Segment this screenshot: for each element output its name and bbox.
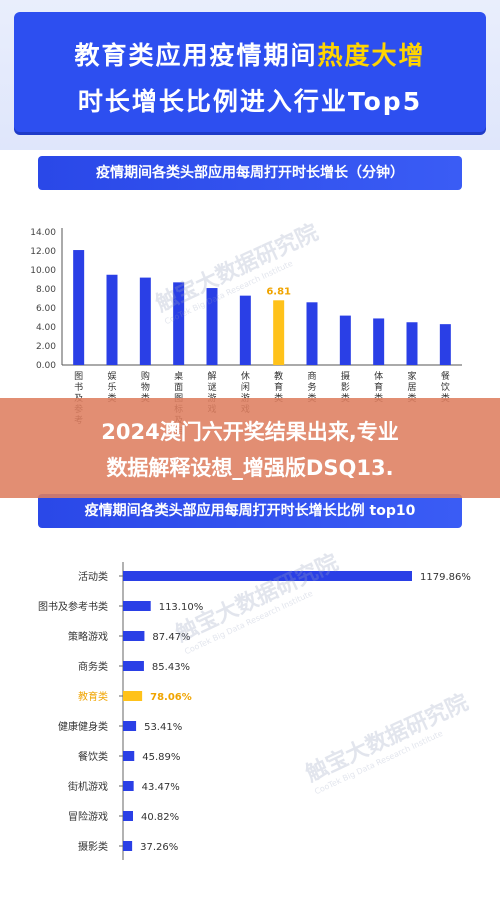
data-label: 6.81: [266, 286, 291, 297]
y-tick-label: 4.00: [36, 323, 56, 333]
value-label: 87.47%: [152, 632, 190, 643]
chart-2-title: 疫情期间各类头部应用每周打开时长增长比例 top10: [38, 494, 462, 528]
bar: [239, 295, 251, 365]
bar: [123, 841, 133, 851]
y-tick-label: 12.00: [30, 247, 56, 257]
title-card: 教育类应用疫情期间热度大增 时长增长比例进入行业Top5: [14, 12, 486, 132]
bar: [439, 324, 451, 365]
bar: [406, 322, 418, 365]
chart-2-horizontal-bar: 活动类 1179.86% 图书及参考书类 113.10% 策略游戏 87.47% 商务类 85…: [38, 562, 471, 860]
title-line-2: 时长增长比例进入行业Top5: [77, 87, 423, 116]
value-label: 85.43%: [152, 662, 190, 673]
y-tick-label: 6.00: [36, 304, 56, 314]
value-label: 1179.86%: [420, 572, 471, 583]
value-label: 78.06%: [150, 692, 192, 703]
banner-line-2: 数据解释设想_增强版DSQ13.: [106, 456, 394, 480]
category-label: 策略游戏: [68, 630, 108, 643]
title-line-1-text: 教育类应用疫情期间: [74, 41, 318, 70]
bar: [339, 315, 351, 365]
y-tick-label: 8.00: [36, 285, 56, 295]
bar: [123, 811, 133, 821]
y-tick-label: 10.00: [30, 266, 56, 276]
bar: [373, 318, 385, 365]
bar: [139, 277, 151, 365]
category-label: 餐饮类: [78, 750, 108, 763]
bar: [123, 721, 137, 731]
category-label: 图书及参考书类: [38, 600, 108, 613]
bar: [123, 691, 143, 701]
value-label: 43.47%: [142, 782, 180, 793]
bar: [123, 601, 151, 611]
category-label: 教育类: [78, 690, 108, 703]
category-label: 活动类: [78, 570, 108, 583]
bar: [73, 250, 85, 365]
category-label: 商务类: [78, 660, 108, 673]
bar: [123, 631, 145, 641]
bar: [123, 661, 144, 671]
value-label: 113.10%: [159, 602, 204, 613]
bar: [123, 751, 135, 761]
category-label: 摄影类: [78, 840, 108, 853]
bar: [206, 288, 218, 365]
category-label: 街机游戏: [68, 780, 108, 793]
value-label: 37.26%: [140, 842, 178, 853]
bar: [123, 571, 412, 581]
y-tick-label: 0.00: [36, 361, 56, 371]
bar: [306, 302, 318, 365]
bar: [123, 781, 134, 791]
value-label: 40.82%: [141, 812, 179, 823]
y-tick-label: 2.00: [36, 342, 56, 352]
category-label: 冒险游戏: [68, 810, 108, 823]
title-line-1-highlight: 热度大增: [317, 41, 426, 70]
y-tick-label: 14.00: [30, 228, 56, 238]
overlay-banner: 2024澳门六开奖结果出来,专业 数据解释设想_增强版DSQ13.: [0, 398, 500, 498]
bar: [273, 300, 285, 365]
bar: [106, 274, 118, 365]
title-line-1: 教育类应用疫情期间热度大增: [14, 36, 486, 72]
value-label: 53.41%: [144, 722, 182, 733]
chart-1-title: 疫情期间各类头部应用每周打开时长增长（分钟）: [38, 156, 462, 190]
bar: [173, 282, 185, 365]
banner-line-1: 2024澳门六开奖结果出来,专业: [101, 420, 399, 444]
value-label: 45.89%: [142, 752, 180, 763]
category-label: 健康健身类: [58, 720, 108, 733]
